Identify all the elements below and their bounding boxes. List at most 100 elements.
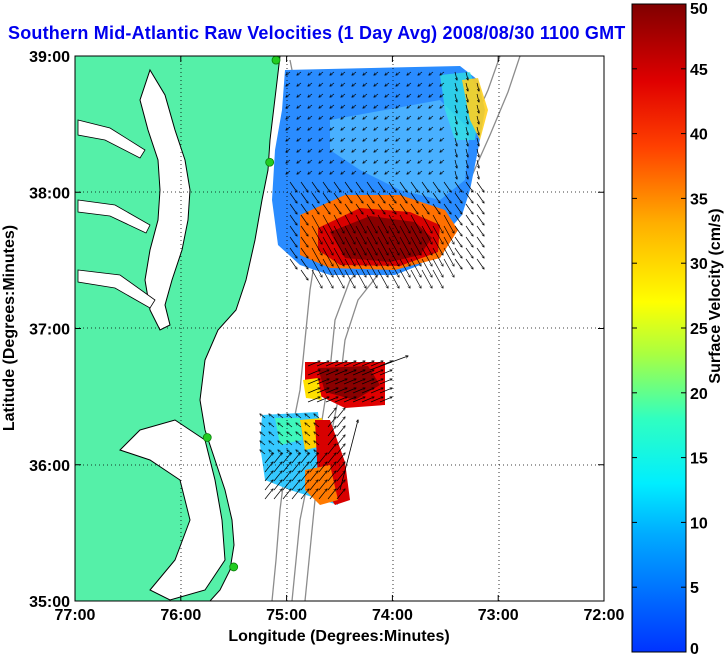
- velocity-arrow: [308, 137, 313, 141]
- y-tick-label: 38:00: [29, 185, 70, 202]
- velocity-patch-middle-yellow: [303, 378, 322, 400]
- velocity-patch-north-dark: [330, 216, 432, 262]
- velocity-arrow: [311, 225, 322, 244]
- velocity-arrow: [341, 148, 346, 152]
- velocity-arrow: [443, 192, 451, 203]
- velocity-arrow: [319, 82, 324, 86]
- velocity-arrow: [388, 181, 396, 192]
- colorbar-tick-label: 15: [690, 451, 708, 468]
- velocity-arrow: [307, 370, 320, 376]
- velocity-arrow: [300, 247, 308, 258]
- velocity-arrow: [377, 214, 388, 233]
- velocity-arrow: [355, 236, 366, 255]
- velocity-arrow: [344, 236, 355, 255]
- velocity-arrow: [476, 247, 484, 258]
- velocity-arrow: [432, 192, 440, 203]
- x-tick-label: 74:00: [372, 607, 413, 624]
- velocity-arrow: [336, 471, 345, 482]
- velocity-arrow: [454, 126, 457, 135]
- velocity-arrow: [454, 225, 462, 236]
- velocity-arrow: [322, 225, 333, 244]
- velocity-arrow: [361, 379, 374, 385]
- velocity-arrow: [309, 480, 318, 491]
- velocity-arrow: [314, 450, 320, 455]
- velocity-arrow: [399, 203, 407, 214]
- colorbar-tick-label: 45: [690, 62, 708, 79]
- colorbar-label: Surface Velocity (cm/s): [707, 208, 724, 383]
- velocity-arrow: [388, 225, 399, 244]
- velocity-arrow: [396, 104, 401, 108]
- velocity-arrow: [333, 225, 344, 244]
- velocity-arrow: [476, 181, 484, 192]
- velocity-arrow: [476, 203, 484, 214]
- velocity-arrow: [314, 423, 320, 428]
- velocity-arrow: [316, 361, 329, 367]
- velocity-arrow: [399, 225, 410, 244]
- velocity-arrow: [333, 269, 344, 288]
- velocity-arrow: [432, 181, 440, 192]
- velocity-arrow: [418, 137, 423, 141]
- velocity-arrow: [355, 247, 366, 266]
- velocity-arrow: [421, 225, 432, 244]
- velocity-arrow: [440, 93, 445, 97]
- velocity-arrow: [297, 170, 302, 174]
- velocity-arrow: [410, 258, 421, 277]
- velocity-arrow: [300, 214, 308, 225]
- x-tick-label: 76:00: [160, 607, 201, 624]
- velocity-arrow: [440, 137, 445, 141]
- station-marker: [271, 56, 281, 65]
- velocity-arrow: [374, 170, 379, 174]
- velocity-arrow: [363, 115, 368, 119]
- velocity-arrow: [407, 71, 412, 75]
- velocity-arrow: [377, 181, 385, 192]
- velocity-arrow: [440, 82, 445, 86]
- velocity-arrow: [327, 462, 336, 473]
- velocity-vectors: [260, 71, 484, 500]
- velocity-arrow: [421, 203, 429, 214]
- tributary: [77, 269, 156, 309]
- velocity-arrow: [291, 480, 300, 491]
- velocity-arrow: [454, 159, 457, 168]
- velocity-arrow: [273, 471, 282, 482]
- velocity-arrow: [289, 236, 297, 247]
- velocity-arrow: [308, 148, 313, 152]
- velocity-arrow: [429, 126, 434, 130]
- velocity-arrow: [291, 489, 300, 500]
- colorbar-tick-label: 25: [690, 321, 708, 338]
- x-axis-label: Longitude (Degrees:Minutes): [228, 628, 449, 645]
- velocity-arrow: [333, 192, 341, 203]
- velocity-arrow: [341, 137, 346, 141]
- velocity-arrow: [322, 269, 333, 288]
- velocity-arrow: [297, 159, 302, 163]
- velocity-arrow: [407, 126, 412, 130]
- colorbar: [631, 3, 687, 653]
- velocity-arrow: [336, 489, 345, 500]
- velocity-arrow: [454, 192, 462, 203]
- velocity-arrow: [327, 444, 336, 455]
- velocity-arrow: [319, 137, 324, 141]
- velocity-arrow: [334, 388, 347, 394]
- velocity-arrow: [322, 192, 330, 203]
- velocity-arrow: [374, 137, 379, 141]
- velocity-arrow: [374, 159, 379, 163]
- velocity-arrow: [278, 441, 284, 446]
- velocity-arrow: [440, 115, 445, 119]
- velocity-arrow: [297, 104, 302, 108]
- velocity-arrow: [264, 471, 273, 482]
- velocity-arrow: [363, 137, 368, 141]
- velocity-arrow: [410, 225, 421, 244]
- velocity-arrow: [319, 126, 324, 130]
- velocity-arrow: [282, 489, 291, 500]
- velocity-arrow: [377, 192, 385, 203]
- velocity-arrow: [355, 203, 363, 214]
- velocity-arrow: [309, 489, 318, 500]
- velocity-arrow: [363, 82, 368, 86]
- velocity-arrow: [311, 203, 319, 214]
- velocity-arrow: [307, 397, 320, 403]
- velocity-arrow: [421, 192, 429, 203]
- velocity-arrow: [336, 408, 345, 419]
- velocity-arrow: [432, 247, 443, 266]
- colorbar-tick-label: 50: [690, 1, 708, 18]
- velocity-arrow: [432, 203, 440, 214]
